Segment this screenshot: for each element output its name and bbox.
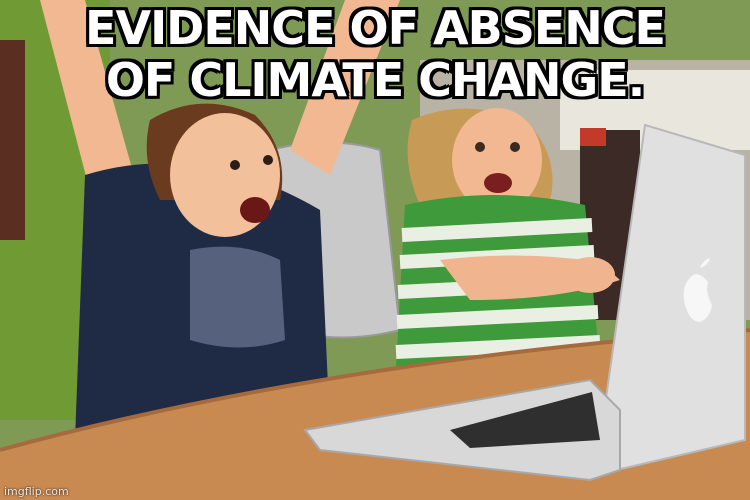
door-frame — [0, 40, 25, 240]
caption-line-2: OF CLIMATE CHANGE. — [105, 53, 645, 107]
apple-logo-icon — [683, 258, 712, 322]
excited-girl — [395, 108, 620, 385]
watermark: imgflip.com — [4, 485, 69, 498]
caption-line-1: EVIDENCE OF ABSENCE — [85, 1, 666, 55]
laptop — [303, 123, 746, 482]
meme-caption: EVIDENCE OF ABSENCE OF CLIMATE CHANGE. — [0, 2, 750, 106]
exit-sign — [580, 128, 606, 146]
excited-boy — [40, 0, 400, 453]
